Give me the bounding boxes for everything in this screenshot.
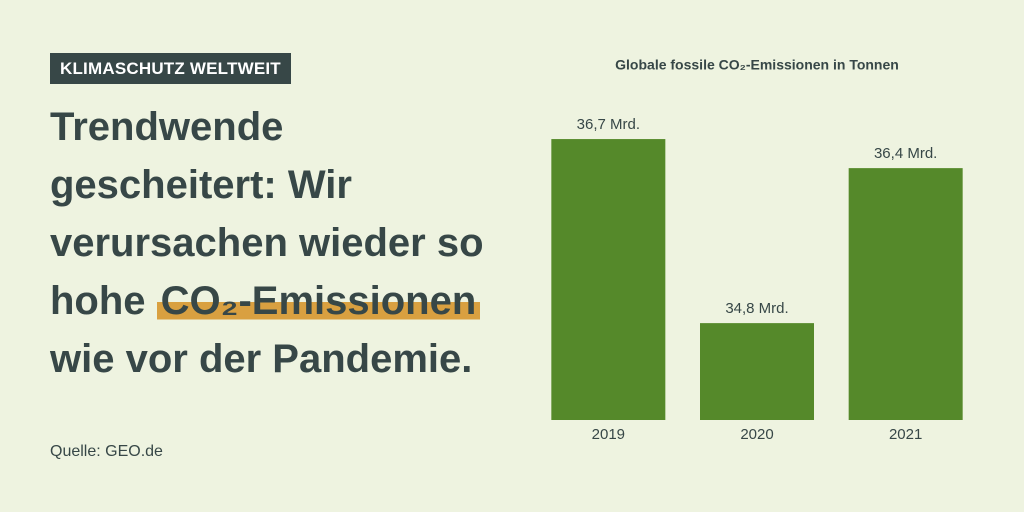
bar [700, 323, 814, 420]
headline-highlight: CO₂-Emissionen [156, 279, 481, 323]
tag: KLIMASCHUTZ WELTWEIT [50, 53, 291, 84]
bar [848, 168, 963, 420]
chart-title: Globale fossile CO₂-Emissionen in Tonnen [615, 57, 899, 73]
headline-text: hohe [50, 279, 146, 323]
headline-line: hohe CO₂-Emissionen [50, 272, 484, 330]
bar [551, 139, 666, 420]
headline: Trendwende gescheitert: Wir verursachen … [50, 98, 484, 388]
x-tick-label: 2021 [889, 426, 922, 443]
headline-line: gescheitert: Wir [50, 163, 352, 207]
x-tick-label: 2020 [740, 426, 773, 443]
headline-line: Trendwende [50, 105, 284, 149]
value-label: 36,7 Mrd. [577, 116, 640, 133]
headline-line: verursachen wieder so [50, 221, 484, 265]
source: Quelle: GEO.de [50, 443, 163, 460]
value-label: 34,8 Mrd. [725, 300, 788, 317]
x-tick-label: 2019 [592, 426, 625, 443]
headline-line: wie vor der Pandemie. [50, 337, 473, 381]
value-label: 36,4 Mrd. [874, 145, 937, 162]
